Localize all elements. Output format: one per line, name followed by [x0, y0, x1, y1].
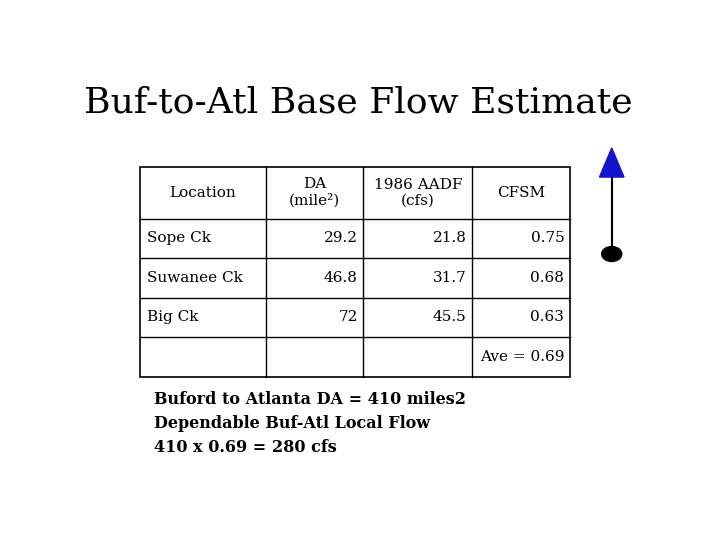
Text: 45.5: 45.5 — [433, 310, 467, 325]
Text: 46.8: 46.8 — [324, 271, 358, 285]
Text: Suwanee Ck: Suwanee Ck — [147, 271, 243, 285]
Polygon shape — [600, 148, 624, 177]
Text: Ave = 0.69: Ave = 0.69 — [480, 350, 564, 364]
Text: 72: 72 — [338, 310, 358, 325]
Text: Location: Location — [170, 186, 236, 200]
Text: 31.7: 31.7 — [433, 271, 467, 285]
Text: 410 x 0.69 = 280 cfs: 410 x 0.69 = 280 cfs — [154, 440, 337, 456]
Text: 0.63: 0.63 — [531, 310, 564, 325]
Text: 29.2: 29.2 — [324, 232, 358, 245]
Text: Sope Ck: Sope Ck — [147, 232, 211, 245]
Text: Buf-to-Atl Base Flow Estimate: Buf-to-Atl Base Flow Estimate — [84, 85, 632, 119]
Text: 21.8: 21.8 — [433, 232, 467, 245]
Text: Big Ck: Big Ck — [147, 310, 199, 325]
Circle shape — [602, 246, 622, 261]
Text: 1986 AADF
(cfs): 1986 AADF (cfs) — [374, 178, 462, 208]
Text: 0.75: 0.75 — [531, 232, 564, 245]
Text: CFSM: CFSM — [497, 186, 545, 200]
Text: DA
(mile²): DA (mile²) — [289, 177, 341, 208]
Bar — [140, 167, 570, 377]
Text: Dependable Buf-Atl Local Flow: Dependable Buf-Atl Local Flow — [154, 415, 430, 433]
Text: 0.68: 0.68 — [531, 271, 564, 285]
Text: Buford to Atlanta DA = 410 miles2: Buford to Atlanta DA = 410 miles2 — [154, 391, 466, 408]
